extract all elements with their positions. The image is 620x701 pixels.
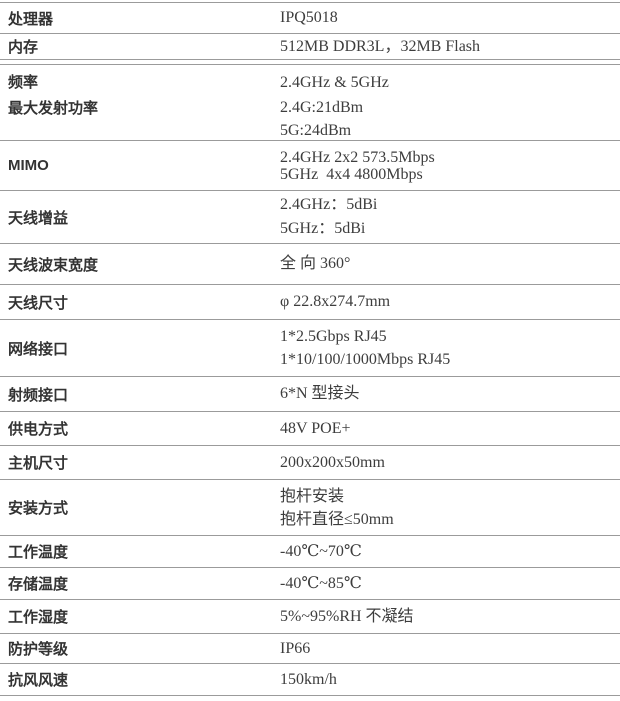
- spec-label: 天线增益: [8, 209, 69, 227]
- spec-value-line: 48V POE+: [280, 419, 351, 437]
- spec-label: 频率: [8, 74, 39, 91]
- spec-row-operating-temp: 工作温度 -40℃~70℃: [0, 536, 620, 568]
- spec-row-power-supply: 供电方式 48V POE+: [0, 412, 620, 446]
- spec-row-antenna-gain: 天线增益 2.4GHz：5dBi 5GHz：5dBi: [0, 191, 620, 244]
- spec-row-unit-size: 主机尺寸 200x200x50mm: [0, 446, 620, 480]
- spec-value-line: -40℃~85℃: [280, 574, 362, 592]
- spec-label: 最大发射功率: [8, 100, 99, 117]
- spec-value-line: 抱杆直径≤50mm: [280, 510, 394, 528]
- spec-value-line: 全 向 360°: [280, 255, 351, 272]
- spec-row-rf-port: 射频接口 6*N 型接头: [0, 377, 620, 412]
- spec-value-line: 5GHz：5dBi: [280, 220, 366, 237]
- spec-value: 48V POE+: [280, 417, 620, 441]
- spec-value-line: 200x200x50mm: [280, 453, 385, 471]
- spec-label: 天线波束宽度: [8, 256, 99, 274]
- spec-row-antenna-size: 天线尺寸 φ 22.8x274.7mm: [0, 285, 620, 320]
- spec-value: IPQ5018: [280, 6, 620, 30]
- spec-value-line: 6*N 型接头: [280, 385, 360, 402]
- spec-label: 网络接口: [8, 340, 69, 358]
- spec-value: 200x200x50mm: [280, 451, 620, 475]
- spec-value-line: 1*2.5Gbps RJ45: [280, 328, 387, 345]
- spec-value-line: 抱杆安装: [280, 487, 345, 505]
- spec-row-mounting: 安装方式 抱杆安装 抱杆直径≤50mm: [0, 480, 620, 536]
- spec-value: 512MB DDR3L，32MB Flash: [280, 35, 620, 59]
- spec-label: 工作温度: [8, 544, 69, 561]
- spec-value-line: 1*10/100/1000Mbps RJ45: [280, 351, 451, 368]
- spec-label: 工作湿度: [8, 609, 69, 626]
- spec-label: MIMO: [8, 157, 49, 174]
- spec-value-line: 2.4GHz & 5GHz: [280, 74, 389, 91]
- spec-value-line: IP66: [280, 639, 311, 657]
- spec-value-line: 2.4GHz：5dBi: [280, 196, 378, 213]
- spec-label: 安装方式: [8, 500, 69, 517]
- spec-value: 6*N 型接头: [280, 382, 620, 406]
- spec-value: 150km/h: [280, 668, 620, 692]
- spec-label: 存储温度: [8, 576, 69, 593]
- spec-label: 处理器: [8, 10, 54, 28]
- spec-row-frequency-power: 频率 最大发射功率 2.4GHz & 5GHz 2.4G:21dBm 5G:24…: [0, 65, 620, 141]
- spec-label: 射频接口: [8, 386, 69, 404]
- spec-row-memory: 内存 512MB DDR3L，32MB Flash: [0, 34, 620, 60]
- spec-row-ip-rating: 防护等级 IP66: [0, 634, 620, 664]
- spec-row-beam-width: 天线波束宽度 全 向 360°: [0, 244, 620, 285]
- spec-value: -40℃~70℃: [280, 540, 620, 564]
- spec-value-line: 5GHz 4x4 4800Mbps: [280, 165, 423, 183]
- spec-value: 2.4GHz 2x2 573.5Mbps 5GHz 4x4 4800Mbps: [280, 149, 620, 183]
- spec-label: 内存: [8, 39, 39, 56]
- spec-value: -40℃~85℃: [280, 572, 620, 596]
- spec-value-line: 2.4G:21dBm: [280, 99, 364, 116]
- spec-label: 供电方式: [8, 421, 69, 438]
- spec-value: 5%~95%RH 不凝结: [280, 605, 620, 629]
- spec-value: 2.4GHz：5dBi 5GHz：5dBi: [280, 193, 620, 241]
- spec-value-line: -40℃~70℃: [280, 542, 362, 560]
- spec-value: 抱杆安装 抱杆直径≤50mm: [280, 485, 620, 531]
- spec-labels-column: 频率 最大发射功率: [0, 70, 280, 122]
- spec-value: 全 向 360°: [280, 252, 620, 276]
- spec-row-storage-temp: 存储温度 -40℃~85℃: [0, 568, 620, 600]
- spec-value: φ 22.8x274.7mm: [280, 290, 620, 314]
- spec-value-line: φ 22.8x274.7mm: [280, 293, 391, 310]
- spec-value: IP66: [280, 637, 620, 661]
- double-rule-divider: [0, 60, 620, 65]
- spec-row-network-ports: 网络接口 1*2.5Gbps RJ45 1*10/100/1000Mbps RJ…: [0, 320, 620, 377]
- spec-row-processor: 处理器 IPQ5018: [0, 3, 620, 34]
- spec-row-humidity: 工作湿度 5%~95%RH 不凝结: [0, 600, 620, 634]
- spec-value-line: 150km/h: [280, 670, 337, 688]
- spec-value-line: 512MB DDR3L，32MB Flash: [280, 37, 481, 55]
- spec-value-line: 5%~95%RH 不凝结: [280, 607, 414, 625]
- spec-row-mimo: MIMO 2.4GHz 2x2 573.5Mbps 5GHz 4x4 4800M…: [0, 141, 620, 191]
- spec-label: 主机尺寸: [8, 455, 69, 472]
- spec-value: 1*2.5Gbps RJ45 1*10/100/1000Mbps RJ45: [280, 325, 620, 371]
- spec-label: 天线尺寸: [8, 294, 69, 312]
- spec-value-line: 2.4GHz 2x2 573.5Mbps: [280, 148, 435, 166]
- spec-label: 抗风风速: [8, 672, 69, 689]
- spec-row-wind-resistance: 抗风风速 150km/h: [0, 664, 620, 696]
- spec-value-line: IPQ5018: [280, 9, 338, 26]
- spec-label: 防护等级: [8, 641, 69, 658]
- spec-value-line: 5G:24dBm: [280, 122, 352, 139]
- spec-values-column: 2.4GHz & 5GHz 2.4G:21dBm 5G:24dBm: [280, 70, 620, 142]
